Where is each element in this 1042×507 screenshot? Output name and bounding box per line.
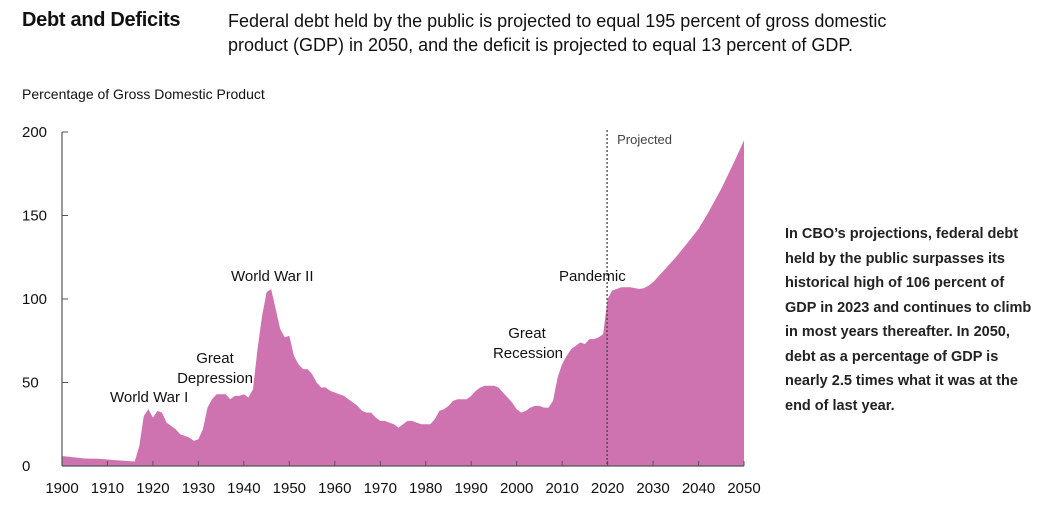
side-note: In CBO’s projections, federal debt held … [785, 226, 1032, 414]
annotation-label: Pandemic [559, 268, 626, 285]
annotation-label: Depression [177, 370, 253, 387]
x-tick-label: 1930 [182, 480, 215, 497]
y-tick-label: 200 [22, 124, 47, 141]
x-tick-label: 1940 [227, 480, 260, 497]
x-tick-label: 2050 [727, 480, 760, 497]
x-tick-label: 1910 [91, 480, 124, 497]
annotation-label: Great [508, 325, 546, 342]
x-tick-label: 2000 [500, 480, 533, 497]
debt-area [62, 140, 744, 466]
x-tick-label: 2040 [682, 480, 715, 497]
projection-label: Projected [617, 132, 672, 147]
y-tick-label: 150 [22, 208, 47, 225]
x-tick-label: 1950 [273, 480, 306, 497]
annotation-label: Great [196, 350, 234, 367]
x-tick-label: 1900 [45, 480, 78, 497]
x-tick-label: 1990 [455, 480, 488, 497]
figure-subtitle: Federal debt held by the public is proje… [228, 11, 887, 55]
x-tick-label: 2030 [636, 480, 669, 497]
x-tick-label: 1970 [364, 480, 397, 497]
y-tick-label: 100 [22, 291, 47, 308]
y-axis-label: Percentage of Gross Domestic Product [22, 86, 265, 102]
annotation-label: World War II [231, 268, 314, 285]
figure-title: Debt and Deficits [22, 9, 181, 31]
annotation-label: World War I [110, 389, 188, 406]
x-tick-label: 1960 [318, 480, 351, 497]
x-tick-label: 2020 [591, 480, 624, 497]
x-tick-label: 1980 [409, 480, 442, 497]
x-tick-label: 2010 [545, 480, 578, 497]
x-tick-label: 1920 [136, 480, 169, 497]
y-tick-label: 50 [22, 375, 39, 392]
annotation-label: Recession [493, 345, 563, 362]
y-tick-label: 0 [22, 458, 30, 475]
